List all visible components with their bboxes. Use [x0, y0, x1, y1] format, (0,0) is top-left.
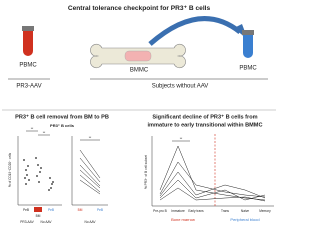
subset-lines: [159, 145, 266, 202]
x-label: BM: [78, 208, 83, 212]
right-sample: PBMC: [239, 66, 257, 72]
x-label: PeB: [48, 208, 54, 212]
significance: **: [180, 137, 183, 141]
graphical-abstract: Central tolerance checkpoint for PR3⁺ B …: [2, 5, 276, 224]
left-sample: PBMC: [19, 63, 37, 69]
y-label: % PR3⁺ of B cell subset: [144, 155, 148, 189]
title: Central tolerance checkpoint for PR3⁺ B …: [68, 5, 211, 12]
panel-title: Significant decline of PR3⁺ B cells from: [152, 113, 257, 120]
subjects: Subjects without AAV: [152, 84, 209, 90]
tube-icon: [34, 207, 42, 212]
x-label: Pre-pro B: [153, 209, 167, 213]
arrow: [148, 16, 242, 46]
paired-lines: [79, 149, 101, 195]
group-label: No AAV: [85, 220, 97, 224]
panel-title: PR3⁺ B cell removal from BM to PB: [15, 113, 109, 120]
panel-subtitle: PR3⁺ B cells: [50, 123, 75, 128]
x-label: Early trans: [188, 209, 204, 213]
x-label: BM: [36, 214, 41, 218]
red-tube: [22, 26, 34, 56]
x-label: Immature: [171, 209, 185, 213]
axis: [151, 136, 274, 207]
dots: [23, 157, 54, 191]
bone: [90, 43, 186, 69]
panel-title: immature to early transitional within BM…: [148, 122, 263, 128]
left-group: PR3-AAV: [16, 84, 41, 90]
group-label: No AAV: [41, 220, 53, 224]
x-label: Trans: [221, 209, 229, 213]
region-label: Bone marrow: [171, 217, 195, 222]
x-label: Naive: [241, 209, 249, 213]
significance: **: [31, 127, 34, 131]
region-label: Peripheral blood: [230, 217, 259, 222]
blue-tube: [242, 30, 254, 58]
significance: **: [89, 136, 92, 140]
significance: **: [43, 131, 46, 135]
axis: [17, 136, 62, 206]
group-label: PR3-AAV: [20, 220, 34, 224]
y-label: % of CD19⁺CD20⁺ cells: [8, 153, 12, 188]
x-label: PeB: [23, 208, 29, 212]
x-label: PeB: [97, 208, 103, 212]
axis: [71, 136, 108, 206]
middle-sample: BMMC: [130, 68, 149, 74]
x-label: Memory: [259, 209, 271, 213]
